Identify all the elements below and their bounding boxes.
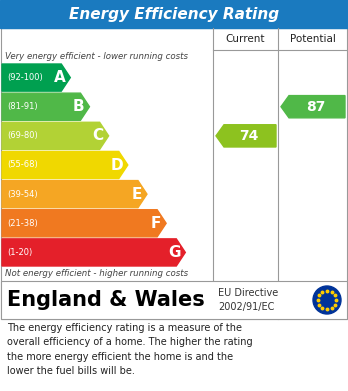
Text: 74: 74 [239, 129, 258, 143]
Circle shape [313, 286, 341, 314]
Text: EU Directive
2002/91/EC: EU Directive 2002/91/EC [218, 288, 278, 312]
Polygon shape [2, 122, 109, 149]
Text: (69-80): (69-80) [7, 131, 38, 140]
Text: 87: 87 [306, 100, 325, 114]
Polygon shape [2, 239, 185, 266]
Polygon shape [2, 151, 128, 179]
Polygon shape [2, 181, 147, 208]
Polygon shape [216, 125, 276, 147]
Polygon shape [2, 210, 166, 237]
Text: Energy Efficiency Rating: Energy Efficiency Rating [69, 7, 279, 22]
Text: Potential: Potential [290, 34, 335, 44]
Text: D: D [110, 158, 123, 172]
Text: Very energy efficient - lower running costs: Very energy efficient - lower running co… [5, 52, 188, 61]
Bar [1, 281, 347, 319]
Text: (39-54): (39-54) [7, 190, 38, 199]
Text: B: B [73, 99, 85, 114]
Text: Not energy efficient - higher running costs: Not energy efficient - higher running co… [5, 269, 188, 278]
Text: (1-20): (1-20) [7, 248, 32, 257]
Text: F: F [151, 216, 161, 231]
Text: (81-91): (81-91) [7, 102, 38, 111]
Text: C: C [93, 128, 104, 143]
Text: England & Wales: England & Wales [7, 290, 205, 310]
Polygon shape [281, 95, 345, 118]
Text: The energy efficiency rating is a measure of the
overall efficiency of a home. T: The energy efficiency rating is a measur… [7, 323, 253, 376]
Polygon shape [2, 93, 89, 120]
Polygon shape [2, 64, 70, 91]
Text: Current: Current [226, 34, 265, 44]
Bar [0, 0, 348, 28]
Text: G: G [168, 245, 180, 260]
Text: (55-68): (55-68) [7, 160, 38, 170]
Text: (21-38): (21-38) [7, 219, 38, 228]
Text: A: A [54, 70, 65, 85]
Text: (92-100): (92-100) [7, 73, 43, 82]
Text: E: E [132, 187, 142, 202]
Bar [1, 28, 347, 319]
